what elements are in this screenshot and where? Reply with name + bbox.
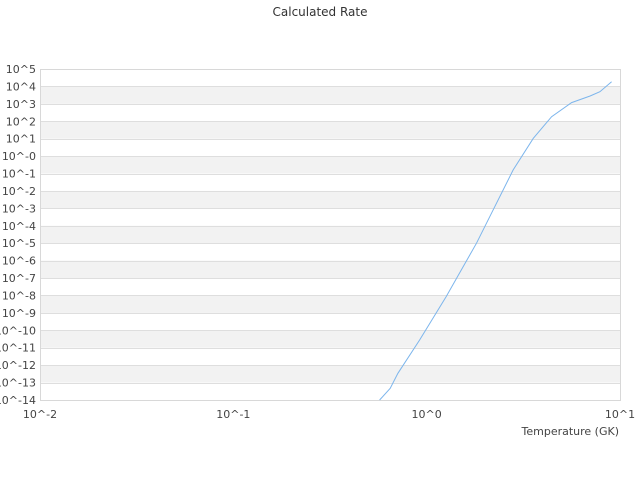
y-tick-label: 10^-5 [2,237,36,250]
x-tick-label: 10^1 [605,408,635,421]
grid-band [40,121,620,139]
y-tick-label: 10^-11 [0,342,36,355]
grid-band [40,260,620,279]
grid-band [40,86,620,104]
chart-title: Calculated Rate [273,5,368,19]
grid-band [40,295,620,313]
grid-band [40,365,620,383]
y-tick-label: 10^-9 [2,307,36,320]
y-tick-label: 10^-7 [2,272,36,285]
y-tick-label: 10^4 [6,80,36,93]
series-line [379,81,612,401]
y-tick-label: 10^-3 [2,202,36,215]
y-tick-label: 10^-10 [0,324,36,337]
grid-band [40,330,620,348]
plot-border [40,69,621,401]
y-tick-label: 10^-2 [2,185,36,198]
y-tick-label: 10^-6 [2,255,36,268]
y-tick-label: 10^3 [6,98,36,111]
y-tick-labels: 10^5 10^4 10^3 10^2 10^1 10^-0 10^-1 10^-2 10^-3… [0,63,36,407]
gridlines [40,69,620,401]
x-axis-label: Temperature (GK) [521,425,620,438]
y-tick-label: 10^-8 [2,289,36,302]
x-tick-labels: 10^-2 10^-1 10^0 10^1 [23,408,635,421]
grid-band [40,190,620,209]
grid-band [40,225,620,244]
x-tick-label: 10^-2 [23,408,57,421]
grid-bands [40,86,620,383]
y-tick-label: 10^-0 [2,150,36,163]
y-tick-label: 10^-4 [2,220,36,233]
y-tick-label: 10^2 [6,115,36,128]
y-tick-label: 10^-1 [2,168,36,181]
x-tick-label: 10^0 [412,408,442,421]
y-tick-label: 10^-12 [0,359,36,372]
y-tick-label: 10^-13 [0,377,36,390]
grid-band [40,156,620,174]
x-tick-label: 10^-1 [216,408,250,421]
y-tick-label: 10^1 [6,133,36,146]
y-tick-label: 10^5 [6,63,36,76]
y-tick-label: 10^-14 [0,394,36,407]
